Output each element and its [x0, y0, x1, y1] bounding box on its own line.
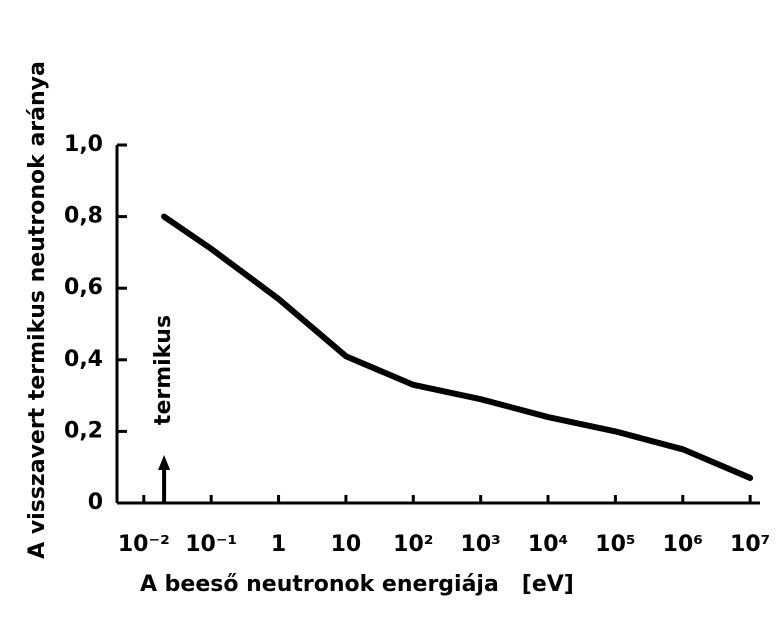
annotation-arrowhead — [158, 455, 171, 470]
x-tick-label: 10⁵ — [595, 532, 635, 557]
x-axis-label: A beeső neutronok energiája [eV] — [140, 572, 574, 597]
x-tick-label: 10² — [393, 532, 433, 557]
x-tick-label: 10⁻² — [118, 532, 170, 557]
y-tick-label: 0,6 — [64, 275, 103, 300]
x-tick-label: 10⁴ — [528, 532, 568, 557]
y-tick-label: 0,8 — [64, 204, 103, 229]
y-axis-label: A visszavert termikus neutronok aránya — [25, 61, 50, 559]
x-tick-label: 10 — [331, 532, 362, 557]
x-tick-label: 10⁻¹ — [185, 532, 237, 557]
line — [161, 213, 754, 481]
x-tick-label: 10³ — [461, 532, 501, 557]
x-tick-label: 10⁶ — [663, 532, 703, 557]
x-tick-label: 1 — [271, 532, 286, 557]
y-tick-label: 0 — [88, 490, 103, 515]
x-tick-label: 10⁷ — [730, 532, 770, 557]
y-tick-label: 0,2 — [64, 418, 103, 443]
y-tick-label: 0,4 — [64, 347, 103, 372]
y-tick-label: 1,0 — [64, 132, 103, 157]
annotation: termikus — [151, 315, 176, 425]
